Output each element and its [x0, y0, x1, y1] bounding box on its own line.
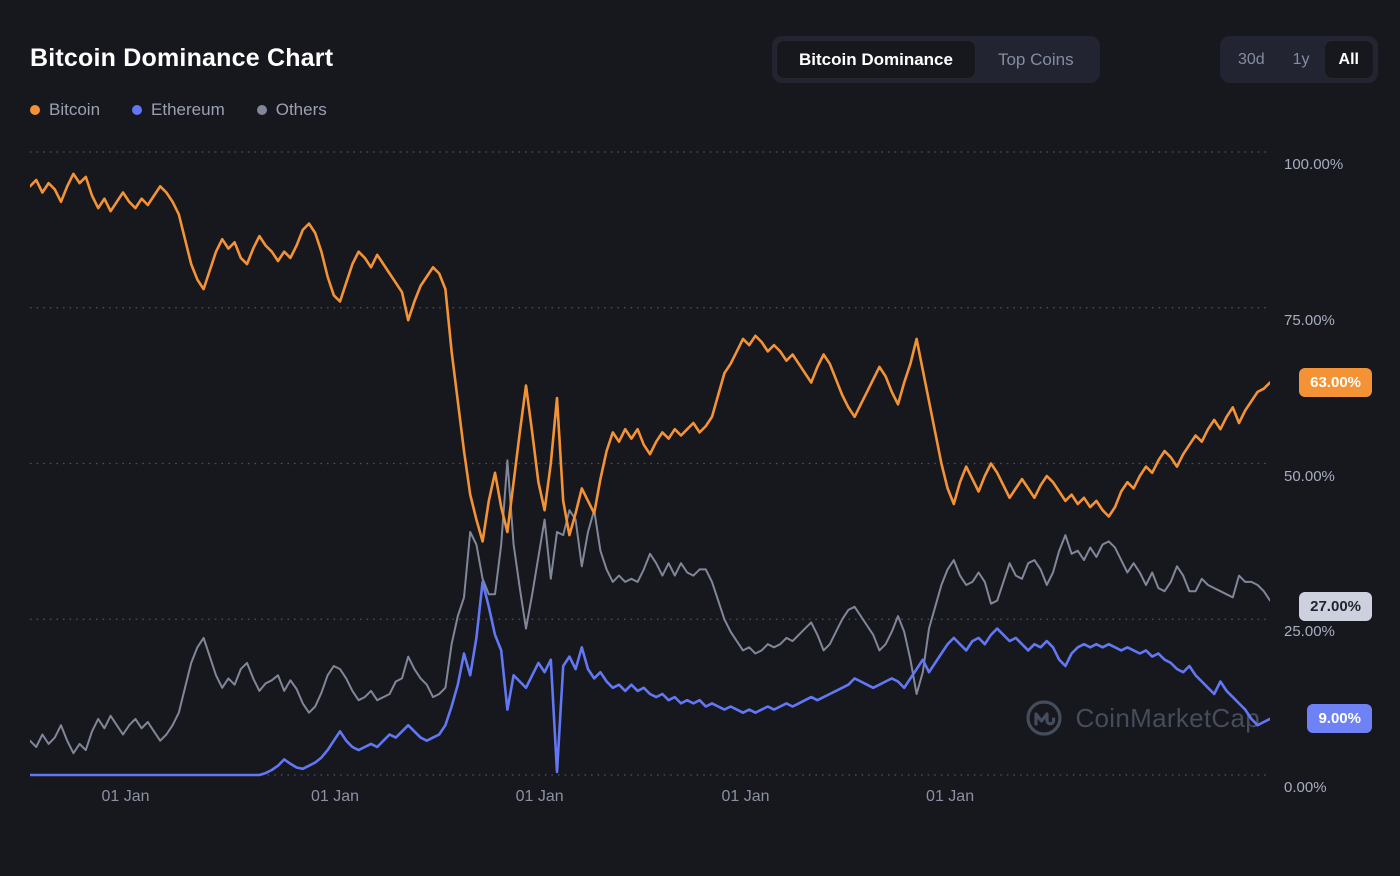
y-axis-tick-label: 0.00%: [1284, 779, 1327, 796]
y-axis-tick-label: 75.00%: [1284, 311, 1335, 329]
x-axis-tick-label: 01 Jan: [101, 788, 150, 805]
legend-label-ethereum: Ethereum: [151, 100, 225, 119]
legend-item-others[interactable]: Others: [256, 100, 327, 120]
bitcoin-line: [30, 172, 1270, 543]
coinmarketcap-watermark: CoinMarketCap: [1024, 698, 1260, 738]
watermark-text: CoinMarketCap: [1075, 702, 1260, 733]
chart-plot[interactable]: [30, 140, 1270, 800]
chart-legend: Bitcoin Ethereum Others: [30, 100, 327, 120]
page-title: Bitcoin Dominance Chart: [30, 44, 334, 72]
bitcoin-legend-dot-icon: [30, 105, 40, 115]
y-axis-tick-label: 50.00%: [1284, 467, 1335, 485]
legend-label-others: Others: [275, 100, 327, 119]
dominance-chart-area: CoinMarketCap 01 Jan 01 Jan 01 Jan 01 Ja…: [30, 140, 1270, 840]
range-30d-button[interactable]: 30d: [1224, 40, 1279, 79]
y-axis-tick-label: 100.00%: [1284, 156, 1344, 173]
range-1y-button[interactable]: 1y: [1279, 40, 1324, 79]
x-axis-tick-label: 01 Jan: [515, 788, 564, 805]
others-legend-dot-icon: [256, 105, 267, 115]
others-line: [30, 459, 1270, 755]
ethereum-current-value-badge: 9.00%: [1307, 703, 1372, 733]
ethereum-legend-dot-icon: [132, 105, 143, 115]
legend-item-bitcoin[interactable]: Bitcoin: [30, 100, 100, 120]
legend-item-ethereum[interactable]: Ethereum: [132, 100, 225, 120]
x-axis-tick-label: 01 Jan: [721, 788, 770, 805]
time-range-toggle: 30d 1y All: [1219, 36, 1378, 83]
ethereum-line: [30, 580, 1270, 777]
x-axis-tick-label: 01 Jan: [311, 788, 360, 805]
others-current-value-badge: 27.00%: [1299, 591, 1372, 621]
legend-label-bitcoin: Bitcoin: [49, 100, 101, 119]
range-all-button[interactable]: All: [1323, 40, 1374, 79]
coinmarketcap-logo-icon: [1026, 700, 1063, 736]
x-axis-tick-label: 01 Jan: [926, 788, 975, 805]
chart-type-toggle: Bitcoin Dominance Top Coins: [772, 36, 1100, 83]
y-axis-tick-label: 25.00%: [1284, 623, 1335, 641]
bitcoin-current-value-badge: 63.00%: [1299, 367, 1372, 397]
toggle-top-coins[interactable]: Top Coins: [976, 40, 1096, 79]
toggle-bitcoin-dominance[interactable]: Bitcoin Dominance: [776, 40, 976, 79]
